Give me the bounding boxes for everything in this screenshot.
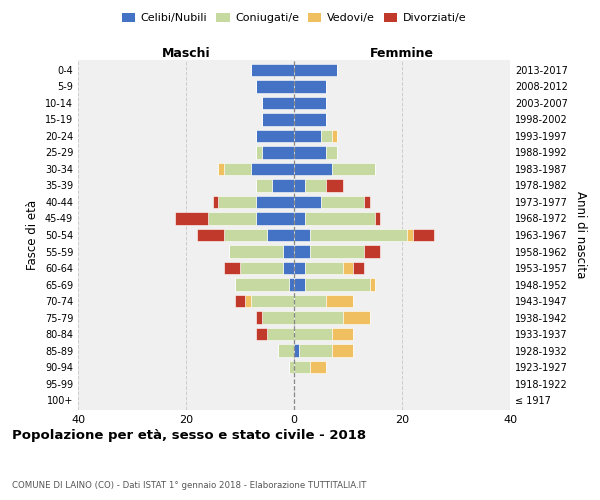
Bar <box>256 312 262 324</box>
Bar <box>218 163 224 175</box>
Bar <box>332 344 353 357</box>
Bar <box>343 262 353 274</box>
Bar <box>326 180 343 192</box>
Bar <box>294 278 305 290</box>
Bar <box>256 196 294 208</box>
Bar <box>321 196 364 208</box>
Bar <box>294 113 326 126</box>
Bar <box>407 229 413 241</box>
Bar <box>256 130 294 142</box>
Bar <box>294 64 337 76</box>
Bar <box>267 229 294 241</box>
Bar <box>294 344 299 357</box>
Bar <box>305 180 326 192</box>
Bar <box>283 262 294 274</box>
Bar <box>332 163 375 175</box>
Bar <box>245 295 251 307</box>
Bar <box>305 262 343 274</box>
Bar <box>294 130 321 142</box>
Bar <box>256 212 294 224</box>
Bar <box>294 262 305 274</box>
Bar <box>251 295 294 307</box>
Bar <box>299 344 332 357</box>
Bar <box>305 212 375 224</box>
Bar <box>294 312 343 324</box>
Bar <box>370 278 375 290</box>
Text: Maschi: Maschi <box>161 47 211 60</box>
Bar <box>294 163 332 175</box>
Bar <box>294 180 305 192</box>
Bar <box>289 361 294 374</box>
Bar <box>294 196 321 208</box>
Bar <box>294 146 326 158</box>
Bar <box>278 344 294 357</box>
Y-axis label: Anni di nascita: Anni di nascita <box>574 192 587 278</box>
Bar <box>240 262 283 274</box>
Bar <box>251 163 294 175</box>
Bar <box>305 278 370 290</box>
Bar <box>326 295 353 307</box>
Bar <box>321 130 332 142</box>
Bar <box>262 146 294 158</box>
Bar <box>294 96 326 109</box>
Bar <box>251 64 294 76</box>
Bar <box>375 212 380 224</box>
Bar <box>413 229 434 241</box>
Bar <box>213 196 218 208</box>
Bar <box>224 229 267 241</box>
Bar <box>197 229 224 241</box>
Text: Femmine: Femmine <box>370 47 434 60</box>
Bar <box>262 113 294 126</box>
Bar <box>364 246 380 258</box>
Bar <box>294 361 310 374</box>
Bar <box>208 212 256 224</box>
Bar <box>294 295 326 307</box>
Bar <box>326 146 337 158</box>
Bar <box>235 278 289 290</box>
Legend: Celibi/Nubili, Coniugati/e, Vedovi/e, Divorziati/e: Celibi/Nubili, Coniugati/e, Vedovi/e, Di… <box>118 8 470 28</box>
Bar <box>256 80 294 92</box>
Bar <box>218 196 256 208</box>
Text: Popolazione per età, sesso e stato civile - 2018: Popolazione per età, sesso e stato civil… <box>12 430 366 442</box>
Bar <box>283 246 294 258</box>
Bar <box>310 361 326 374</box>
Text: COMUNE DI LAINO (CO) - Dati ISTAT 1° gennaio 2018 - Elaborazione TUTTITALIA.IT: COMUNE DI LAINO (CO) - Dati ISTAT 1° gen… <box>12 481 367 490</box>
Bar <box>332 328 353 340</box>
Bar <box>294 212 305 224</box>
Bar <box>272 180 294 192</box>
Bar <box>294 229 310 241</box>
Bar <box>229 246 283 258</box>
Bar <box>256 180 272 192</box>
Bar <box>256 328 267 340</box>
Bar <box>224 262 240 274</box>
Bar <box>343 312 370 324</box>
Bar <box>267 328 294 340</box>
Bar <box>289 278 294 290</box>
Y-axis label: Fasce di età: Fasce di età <box>26 200 39 270</box>
Bar <box>310 229 407 241</box>
Bar <box>175 212 208 224</box>
Bar <box>224 163 251 175</box>
Bar <box>294 328 332 340</box>
Bar <box>332 130 337 142</box>
Bar <box>364 196 370 208</box>
Bar <box>262 312 294 324</box>
Bar <box>262 96 294 109</box>
Bar <box>235 295 245 307</box>
Bar <box>310 246 364 258</box>
Bar <box>256 146 262 158</box>
Bar <box>294 246 310 258</box>
Bar <box>353 262 364 274</box>
Bar <box>294 80 326 92</box>
